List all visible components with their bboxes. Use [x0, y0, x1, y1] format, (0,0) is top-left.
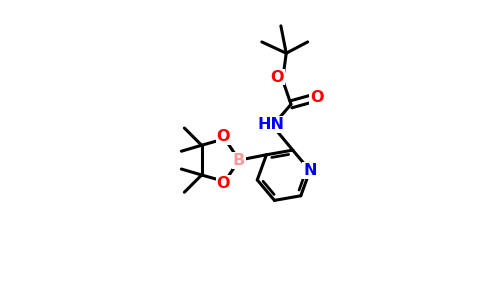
Text: N: N — [303, 163, 317, 178]
Text: O: O — [310, 90, 324, 105]
Text: B: B — [233, 153, 245, 168]
Text: O: O — [271, 70, 284, 85]
Text: O: O — [216, 129, 230, 144]
Text: O: O — [216, 176, 230, 191]
Text: HN: HN — [257, 117, 285, 132]
